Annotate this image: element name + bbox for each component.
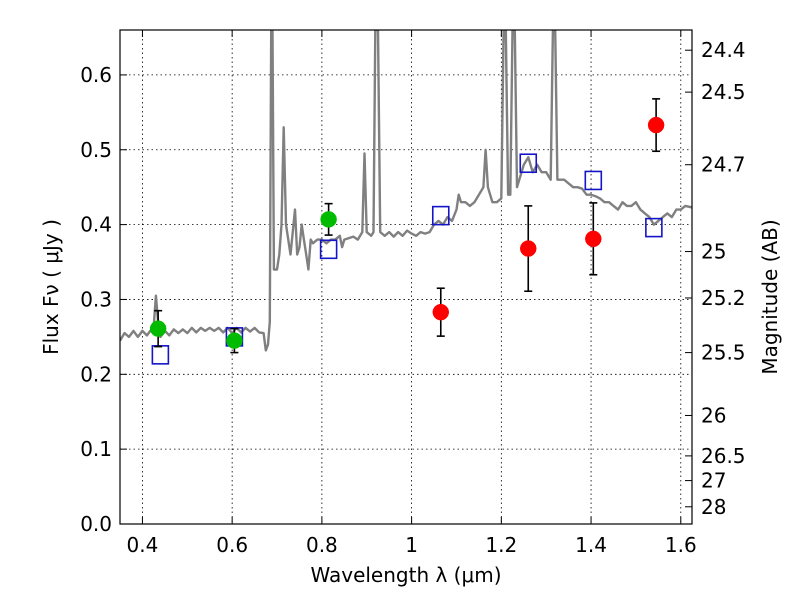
y-tick-label: 0.3 — [80, 287, 112, 311]
y-axis-title: Flux Fν ( μJy ) — [39, 219, 63, 355]
observed-photometry-point — [320, 211, 337, 228]
right-tick-label: 24.5 — [701, 80, 746, 104]
y-tick-label: 0.5 — [80, 138, 112, 162]
right-tick-label: 28 — [701, 495, 726, 519]
right-tick-label: 25.2 — [701, 286, 746, 310]
right-axis-title: Magnitude (AB) — [758, 219, 782, 374]
observed-photometry-point — [520, 240, 537, 257]
model-photometry-square — [319, 239, 338, 260]
observed-photometry-point — [432, 303, 450, 321]
model-photometry-square — [151, 345, 170, 365]
observed-photometry-point — [149, 320, 167, 337]
model-photometry-square — [584, 170, 603, 191]
y-tick-label: 0.2 — [80, 362, 112, 386]
observed-photometry-point — [585, 230, 602, 248]
grid-lines — [120, 30, 692, 525]
plot-frame — [119, 29, 693, 525]
x-axis-title: Wavelength λ (μm) — [310, 563, 501, 587]
right-tick-label: 27 — [701, 469, 726, 493]
model-photometry-square — [645, 217, 663, 238]
observed-photometry-point — [647, 116, 665, 134]
x-tick-label: 1.2 — [485, 533, 517, 557]
x-tick-label: 0.8 — [306, 533, 338, 557]
y-tick-label: 0.1 — [80, 437, 112, 461]
tick-marks — [120, 30, 692, 525]
model-photometry-square — [431, 205, 450, 226]
right-tick-label: 25.5 — [701, 341, 746, 365]
right-tick-label: 24.4 — [701, 38, 746, 62]
tick-labels: 0.4 0.6 0.8 1 1.2 1.4 1.6 0.0 0.1 0.2 0.3 0.4 0.5 0.6… — [80, 38, 745, 557]
x-tick-label: 0.6 — [216, 533, 248, 557]
observed-photometry-point — [226, 332, 243, 349]
right-tick-label: 26.5 — [701, 444, 746, 468]
y-tick-label: 0.6 — [80, 63, 112, 87]
spectrum-layer — [120, 30, 692, 352]
y-tick-label: 0.4 — [80, 213, 112, 237]
photometry-layer — [149, 98, 665, 365]
right-tick-label: 26 — [701, 403, 726, 427]
x-tick-label: 1 — [405, 533, 418, 557]
x-tick-label: 1.6 — [665, 533, 697, 557]
model-photometry-square — [519, 153, 538, 174]
x-tick-label: 1.4 — [575, 533, 607, 557]
right-tick-label: 25 — [701, 240, 726, 264]
spectrum-line — [120, 30, 692, 352]
y-tick-label: 0.0 — [80, 512, 112, 536]
x-tick-label: 0.4 — [127, 533, 159, 557]
right-tick-label: 24.7 — [701, 153, 746, 177]
